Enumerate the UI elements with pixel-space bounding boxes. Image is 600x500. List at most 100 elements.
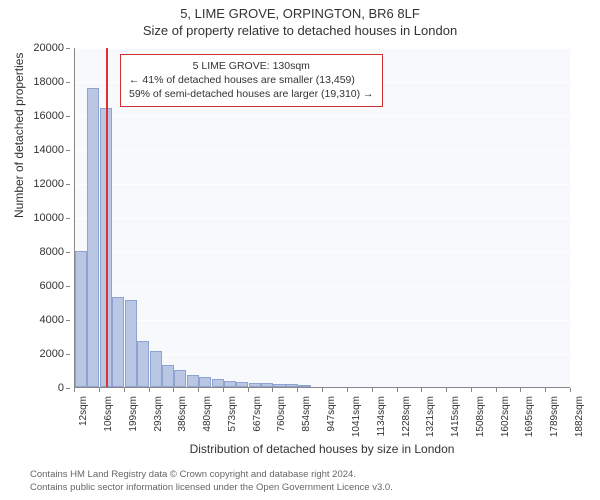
x-tick-mark	[421, 388, 422, 392]
histogram-bar	[87, 88, 99, 387]
x-tick-mark	[223, 388, 224, 392]
x-tick-mark	[471, 388, 472, 392]
gridline	[75, 252, 570, 253]
gridline	[75, 48, 570, 49]
histogram-bar	[137, 341, 149, 387]
x-tick-mark	[545, 388, 546, 392]
x-tick-mark	[99, 388, 100, 392]
x-tick-mark	[74, 388, 75, 392]
y-tick-mark	[66, 388, 70, 389]
x-tick-label: 1041sqm	[351, 396, 362, 437]
x-tick-label: 1789sqm	[549, 396, 560, 437]
gridline	[75, 286, 570, 287]
y-tick-mark	[66, 320, 70, 321]
histogram-bar	[273, 384, 285, 387]
property-marker-line	[106, 48, 108, 387]
footer-attribution: Contains HM Land Registry data © Crown c…	[30, 469, 393, 494]
y-tick-label: 4000	[40, 314, 64, 326]
y-tick-label: 16000	[33, 110, 64, 122]
histogram-bar	[75, 251, 87, 387]
x-tick-label: 573sqm	[227, 396, 238, 432]
histogram-bar	[212, 379, 224, 387]
histogram-bar	[162, 365, 174, 387]
x-axis-label: Distribution of detached houses by size …	[74, 442, 570, 456]
histogram-bar	[261, 383, 273, 387]
x-tick-mark	[124, 388, 125, 392]
gridline	[75, 184, 570, 185]
x-tick-label: 1321sqm	[425, 396, 436, 437]
y-axis-ticks: 0200040006000800010000120001400016000180…	[0, 48, 70, 388]
x-tick-mark	[198, 388, 199, 392]
x-tick-label: 12sqm	[78, 396, 89, 426]
chart-title-line2: Size of property relative to detached ho…	[0, 23, 600, 38]
x-tick-label: 667sqm	[252, 396, 263, 432]
y-tick-mark	[66, 354, 70, 355]
histogram-bar	[286, 384, 298, 387]
x-tick-mark	[347, 388, 348, 392]
chart-title-line1: 5, LIME GROVE, ORPINGTON, BR6 8LF	[0, 6, 600, 21]
x-tick-mark	[322, 388, 323, 392]
footer-line1: Contains HM Land Registry data © Crown c…	[30, 469, 393, 481]
histogram-bar	[125, 300, 137, 387]
x-tick-label: 480sqm	[202, 396, 213, 432]
x-tick-label: 1134sqm	[376, 396, 387, 436]
gridline	[75, 218, 570, 219]
gridline	[75, 320, 570, 321]
annotation-box: 5 LIME GROVE: 130sqm← 41% of detached ho…	[120, 54, 383, 107]
x-tick-mark	[248, 388, 249, 392]
x-tick-label: 1228sqm	[401, 396, 412, 437]
x-tick-label: 386sqm	[177, 396, 188, 432]
annotation-line2: ← 41% of detached houses are smaller (13…	[129, 73, 374, 87]
chart-title-block: 5, LIME GROVE, ORPINGTON, BR6 8LF Size o…	[0, 0, 600, 38]
gridline	[75, 116, 570, 117]
x-tick-label: 1415sqm	[450, 396, 461, 437]
x-tick-label: 854sqm	[301, 396, 312, 432]
histogram-bar	[249, 383, 261, 387]
x-tick-mark	[397, 388, 398, 392]
x-tick-mark	[570, 388, 571, 392]
x-axis-ticks: 12sqm 106sqm 199sqm 293sqm 386sqm 480sqm 573sq…	[74, 388, 570, 448]
y-tick-mark	[66, 286, 70, 287]
y-tick-label: 20000	[33, 42, 64, 54]
y-tick-label: 8000	[40, 246, 64, 258]
x-tick-mark	[149, 388, 150, 392]
histogram-bar	[112, 297, 124, 387]
x-tick-mark	[173, 388, 174, 392]
y-tick-label: 6000	[40, 280, 64, 292]
x-tick-label: 293sqm	[153, 396, 164, 432]
x-tick-label: 760sqm	[276, 396, 287, 432]
x-tick-mark	[297, 388, 298, 392]
y-tick-label: 10000	[33, 212, 64, 224]
x-tick-mark	[446, 388, 447, 392]
y-tick-label: 14000	[33, 144, 64, 156]
y-tick-mark	[66, 48, 70, 49]
y-tick-label: 0	[58, 382, 64, 394]
x-tick-mark	[496, 388, 497, 392]
x-tick-label: 1508sqm	[475, 396, 486, 437]
annotation-line3: 59% of semi-detached houses are larger (…	[129, 87, 374, 101]
histogram-bar	[224, 381, 236, 387]
annotation-line1: 5 LIME GROVE: 130sqm	[129, 59, 374, 73]
y-tick-label: 18000	[33, 76, 64, 88]
histogram-bar	[150, 351, 162, 387]
y-tick-label: 12000	[33, 178, 64, 190]
histogram-bar	[199, 377, 211, 387]
histogram-bar	[174, 370, 186, 387]
footer-line2: Contains public sector information licen…	[30, 482, 393, 494]
x-tick-label: 199sqm	[128, 396, 139, 432]
x-tick-mark	[372, 388, 373, 392]
y-tick-mark	[66, 184, 70, 185]
chart-plot-area: 5 LIME GROVE: 130sqm← 41% of detached ho…	[74, 48, 570, 388]
y-tick-mark	[66, 252, 70, 253]
y-tick-mark	[66, 218, 70, 219]
x-tick-label: 1882sqm	[574, 396, 585, 437]
y-tick-mark	[66, 82, 70, 83]
x-tick-label: 947sqm	[326, 396, 337, 432]
x-tick-mark	[272, 388, 273, 392]
y-tick-mark	[66, 116, 70, 117]
histogram-bar	[298, 385, 310, 387]
x-tick-label: 106sqm	[103, 396, 114, 432]
x-tick-label: 1602sqm	[500, 396, 511, 437]
y-tick-mark	[66, 150, 70, 151]
x-tick-label: 1695sqm	[524, 396, 535, 437]
